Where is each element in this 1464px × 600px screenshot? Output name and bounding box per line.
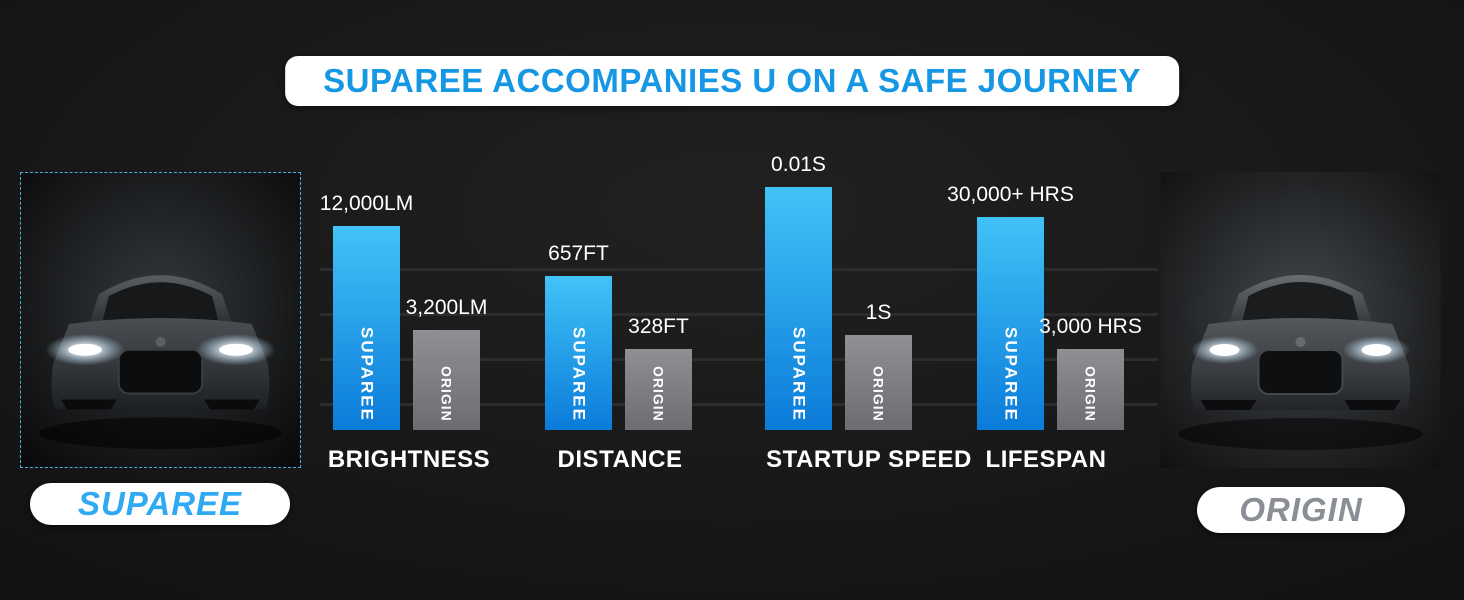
suparee-bar-startup-speed: SUPAREE	[765, 187, 832, 430]
origin-bar-distance: ORIGIN	[625, 349, 692, 430]
chart-gridline	[320, 313, 1158, 316]
bar-series-label: SUPAREE	[789, 327, 809, 422]
category-label-brightness: BRIGHTNESS	[327, 446, 491, 473]
car-front-illustration	[21, 173, 300, 467]
bar-series-label: ORIGIN	[650, 366, 667, 422]
origin-value-brightness: 3,200LM	[405, 296, 488, 319]
origin-badge-label: ORIGIN	[1239, 491, 1363, 528]
origin-value-distance: 328FT	[628, 315, 689, 338]
suparee-value-brightness: 12,000LM	[319, 192, 414, 215]
suparee-badge-label: SUPAREE	[77, 485, 243, 522]
suparee-bar-distance: SUPAREE	[545, 276, 612, 430]
bar-series-label: SUPAREE	[357, 327, 377, 422]
suparee-bar-brightness: SUPAREE	[333, 226, 400, 430]
suparee-value-distance: 657FT	[548, 242, 609, 265]
bar-series-label: ORIGIN	[438, 366, 455, 422]
bar-series-label: SUPAREE	[569, 327, 589, 422]
bar-series-label: ORIGIN	[870, 366, 887, 422]
origin-badge: ORIGIN	[1197, 487, 1405, 533]
suparee-bar-lifespan: SUPAREE	[977, 217, 1044, 430]
origin-value-lifespan: 3,000 HRS	[1039, 315, 1142, 338]
suparee-value-lifespan: 30,000+ HRS	[947, 183, 1074, 206]
page-title: SUPAREE ACCOMPANIES U ON A SAFE JOURNEY	[323, 62, 1141, 99]
origin-car-image	[1160, 172, 1441, 468]
category-label-lifespan: LIFESPAN	[985, 446, 1107, 473]
category-label-distance: DISTANCE	[557, 446, 683, 473]
bar-series-label: SUPAREE	[1001, 327, 1021, 422]
chart-gridline	[320, 403, 1158, 406]
bar-series-label: ORIGIN	[1082, 366, 1099, 422]
suparee-badge: SUPAREE	[30, 483, 290, 525]
category-label-startup-speed: STARTUP SPEED	[766, 446, 972, 473]
chart-gridline	[320, 358, 1158, 361]
origin-value-startup-speed: 1S	[865, 301, 892, 324]
origin-bar-brightness: ORIGIN	[413, 330, 480, 430]
origin-bar-startup-speed: ORIGIN	[845, 335, 912, 430]
suparee-value-startup-speed: 0.01S	[771, 153, 826, 176]
chart-gridline	[320, 268, 1158, 271]
title-banner: SUPAREE ACCOMPANIES U ON A SAFE JOURNEY	[285, 56, 1179, 106]
origin-bar-lifespan: ORIGIN	[1057, 349, 1124, 430]
suparee-car-image	[20, 172, 301, 468]
car-front-illustration	[1160, 172, 1441, 468]
